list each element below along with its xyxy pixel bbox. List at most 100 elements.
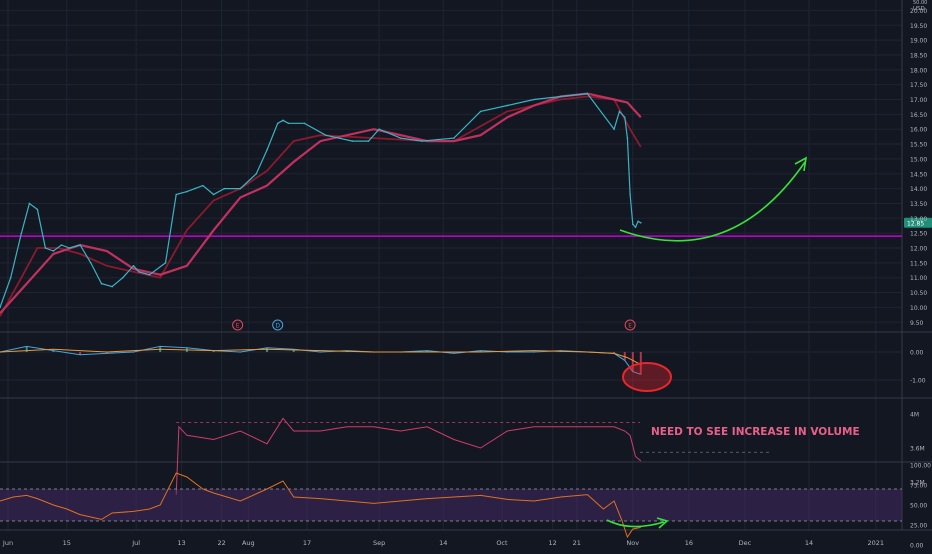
price-point	[68, 247, 71, 249]
event-marker-label: D	[275, 323, 280, 330]
price-tick-label: 10.50	[910, 290, 927, 297]
price-point	[36, 208, 39, 211]
event-marker[interactable]	[232, 319, 244, 331]
time-tick-label: 15	[63, 539, 71, 547]
price-point	[89, 262, 92, 264]
price-tick-label: 11.00	[910, 275, 927, 282]
price-tick-label: 17.00	[910, 97, 927, 104]
time-tick-label: Nov	[626, 539, 639, 547]
forecast-arrowhead	[794, 156, 808, 172]
price-tick-label: 13.50	[910, 201, 927, 208]
time-tick-label: 14	[805, 539, 813, 547]
price-point	[378, 128, 380, 131]
price-point	[138, 270, 140, 273]
grid	[0, 0, 902, 530]
price-tick-label: 18.50	[910, 52, 927, 59]
last-price-badge	[904, 217, 932, 228]
price-point	[79, 244, 81, 246]
price-point	[533, 98, 535, 101]
price-point	[194, 187, 196, 190]
price-tick-label: 19.50	[910, 23, 927, 30]
price-point	[421, 140, 423, 142]
price-point	[164, 262, 167, 264]
price-point	[479, 110, 482, 113]
price-point	[303, 122, 306, 125]
time-tick-label: 22	[217, 539, 225, 547]
price-point	[28, 202, 31, 205]
price-point	[9, 276, 12, 279]
rsi-tick-label: 25.00	[910, 523, 927, 530]
price-point	[20, 232, 23, 234]
rsi-tick-label: 50.00	[910, 503, 927, 510]
rsi-arrowhead	[656, 517, 669, 529]
last-price-label: 12.85	[907, 220, 924, 227]
time-tick-label: Jul	[131, 539, 140, 547]
price-point	[148, 273, 151, 276]
macd-pane[interactable]	[0, 345, 672, 392]
price-line	[0, 92, 642, 308]
price-tick-label: 10.00	[910, 305, 927, 312]
price-point	[626, 137, 629, 139]
price-point	[276, 122, 279, 125]
price-tick-label: 16.00	[910, 127, 927, 134]
macd-histogram-bar	[426, 350, 429, 352]
price-point	[629, 193, 631, 196]
price-tick-label: 9.50	[910, 320, 924, 327]
volume-tick-label: 4M	[910, 412, 919, 419]
time-tick-label: 14	[439, 539, 447, 547]
macd-tick-label: 0.00	[910, 350, 924, 357]
macd-histogram-bar	[79, 352, 82, 355]
rsi-pane[interactable]	[0, 472, 902, 539]
price-pane[interactable]: 12.85 E D E	[0, 92, 932, 331]
macd-signal-line	[0, 348, 642, 366]
macd-histogram-bar	[25, 346, 28, 352]
time-tick-label: 2021	[867, 539, 884, 547]
pane-separators	[0, 0, 932, 531]
rsi-tick-label: 75.00	[910, 483, 927, 490]
time-tick-label: 21	[573, 539, 581, 547]
axes: Jun 15 Jul 13 22 Aug 17 Sep 14 Oct 12 21 Nov 16 Dec 14 2…	[2, 8, 931, 550]
price-point	[287, 122, 290, 125]
price-point	[44, 247, 47, 249]
event-marker-label: E	[236, 323, 240, 330]
price-point	[640, 221, 642, 224]
time-tick-label: 16	[685, 539, 693, 547]
time-tick-label: Jun	[2, 539, 13, 547]
rsi-line	[0, 472, 641, 539]
price-point	[132, 265, 135, 267]
macd-histogram-bar	[623, 352, 626, 361]
price-tick-label: 20.00	[910, 8, 927, 15]
event-marker[interactable]	[624, 319, 636, 331]
price-point	[367, 140, 370, 142]
price-point	[175, 193, 178, 196]
price-tick-label: 16.50	[910, 112, 927, 119]
price-point	[324, 134, 327, 136]
volume-tick-label: 3.6M	[910, 446, 925, 453]
time-tick-label: Sep	[373, 539, 385, 547]
price-point	[223, 187, 226, 190]
rsi-tick-label: 0.00	[910, 543, 924, 550]
price-tick-label: 14.00	[910, 186, 927, 193]
macd-histogram-bar	[479, 350, 482, 352]
price-point	[586, 92, 589, 95]
price-point	[631, 223, 634, 226]
macd-histogram-bar	[212, 350, 215, 352]
price-tick-label: 12.00	[910, 246, 927, 253]
price-point	[618, 110, 621, 113]
price-point	[239, 187, 242, 190]
rsi-band	[0, 489, 902, 521]
price-point	[0, 306, 1, 309]
volume-pane[interactable]	[175, 417, 770, 495]
event-marker[interactable]	[272, 319, 284, 331]
price-tick-label: 13.00	[910, 216, 927, 223]
macd-histogram-bar	[613, 352, 616, 354]
price-point	[559, 95, 562, 98]
price-point	[100, 282, 103, 285]
macd-highlight-circle	[622, 362, 672, 392]
macd-histogram-bar	[266, 347, 268, 352]
price-point	[266, 149, 268, 151]
price-tick-label: 12.50	[910, 231, 927, 238]
